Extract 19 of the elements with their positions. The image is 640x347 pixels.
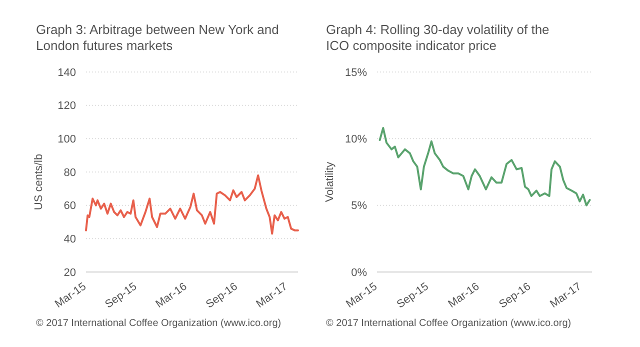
chart-title: Graph 4: Rolling 30-day volatility of the ICO composite indicator price [326, 22, 550, 53]
y-tick-label: 10% [344, 134, 368, 146]
y-tick-label: 60 [64, 200, 76, 212]
y-tick-label: 100 [58, 134, 76, 146]
chart-title: Graph 3: Arbitrage between New York and London futures markets [36, 22, 279, 53]
y-tick-label: 15% [344, 66, 368, 79]
y-tick-label: 40 [64, 234, 76, 246]
y-axis-title: Volatility [324, 161, 336, 202]
y-tick-label: 120 [58, 100, 76, 112]
y-axis-title: US cents/lb [33, 154, 45, 210]
line-series [378, 127, 591, 206]
y-tick-label: 5% [351, 200, 368, 212]
text: © 2017 International Coffee Organization (www.ico.org) [36, 318, 282, 329]
line-series [85, 174, 299, 235]
y-tick-label: 80 [64, 166, 76, 179]
text: © 2017 International Coffee Organization (www.ico.org) [326, 318, 572, 329]
y-tick-label: 0% [351, 266, 368, 279]
y-tick-label: 20 [64, 266, 76, 279]
y-tick-label: 140 [58, 66, 76, 79]
